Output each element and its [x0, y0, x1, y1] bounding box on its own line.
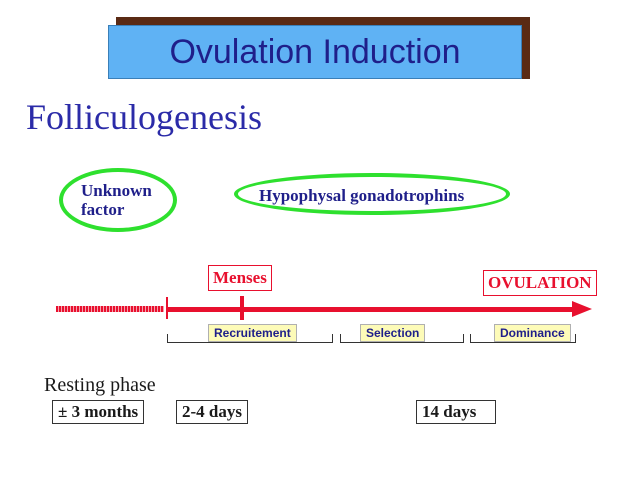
hypophysal-gonadotrophins-oval	[234, 173, 510, 215]
ovulation-label: OVULATION	[483, 270, 597, 296]
dominance-bracket	[470, 334, 576, 343]
timeline-arrow-icon	[572, 301, 592, 317]
selection-bracket	[340, 334, 464, 343]
page-title: Ovulation Induction	[169, 32, 461, 71]
unknown-factor-oval	[59, 168, 177, 232]
phase-dominance: Dominance	[494, 324, 571, 342]
resting-phase-label: Resting phase	[44, 374, 156, 396]
title-banner: Ovulation Induction	[108, 25, 522, 79]
timeline-line	[168, 307, 574, 312]
subtitle: Folliculogenesis	[26, 97, 262, 137]
duration-recruitement: 2-4 days	[176, 400, 248, 424]
duration-total: 14 days	[416, 400, 496, 424]
recruitement-bracket	[167, 334, 333, 343]
timeline-start-tick	[166, 297, 168, 319]
resting-timeline-segment	[56, 306, 164, 312]
phase-recruitement: Recruitement	[208, 324, 297, 342]
phase-selection: Selection	[360, 324, 426, 342]
menses-marker	[240, 296, 244, 320]
menses-label: Menses	[208, 265, 272, 291]
unknown-factor-label: Unknown factor	[81, 181, 152, 219]
hypophysal-gonadotrophins-label: Hypophysal gonadotrophins	[259, 186, 465, 205]
duration-resting: ± 3 months	[52, 400, 145, 424]
